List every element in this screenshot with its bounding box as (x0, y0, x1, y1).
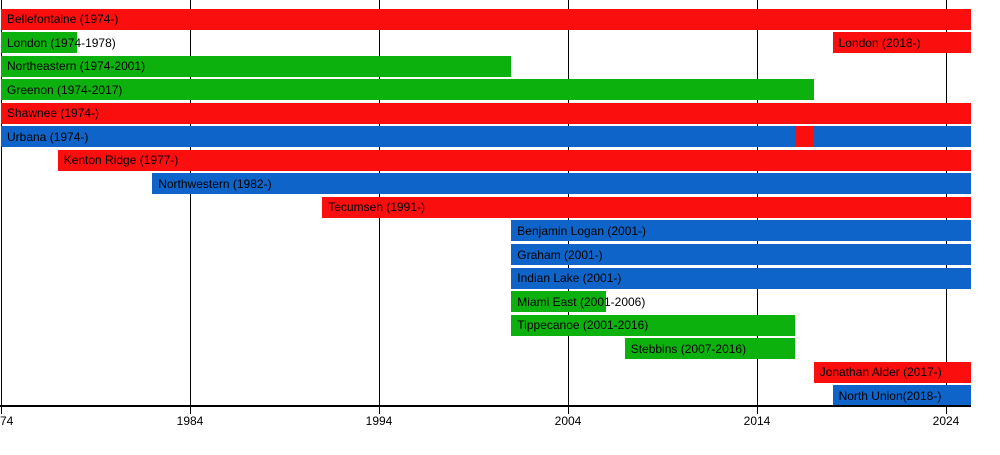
bar-label: London (1974-1978) (7, 35, 116, 50)
timeline-bar (832, 385, 971, 407)
timeline-bar (813, 361, 971, 383)
timeline-bar (57, 149, 971, 171)
bar-label: Tippecanoe (2001-2016) (517, 318, 649, 333)
tick-mark-2024 (946, 407, 947, 414)
bar-label: Graham (2001-) (517, 247, 603, 262)
bar-label: Shawnee (1974-) (7, 106, 100, 121)
bar-label: North Union(2018-) (838, 388, 942, 403)
tick-mark-2004 (568, 407, 569, 414)
bar-label: Miami East (2001-2006) (517, 294, 646, 309)
bar-label: Benjamin Logan (2001-) (517, 223, 647, 238)
timeline-bar (1, 126, 795, 148)
tick-mark-1974 (1, 407, 2, 414)
x-axis-line (0, 405, 971, 407)
timeline-bar (624, 338, 795, 360)
bar-label: Stebbins (2007-2016) (630, 341, 747, 356)
timeline-bar (152, 173, 971, 195)
bar-label: Jonathan Alder (2017-) (819, 365, 942, 380)
tick-mark-1984 (190, 407, 191, 414)
gridline-1984 (190, 0, 191, 406)
bar-label: Bellefontaine (1974-) (7, 12, 119, 26)
timeline-bar (1, 79, 814, 101)
bar-label: Urbana (1974-) (7, 129, 89, 144)
tick-label-1974: 74 (0, 414, 14, 428)
bar-label: Greenon (1974-2017) (7, 82, 123, 97)
tick-label-2024: 2024 (932, 414, 960, 428)
timeline-bar (511, 314, 795, 336)
tick-label-1984: 1984 (176, 414, 204, 428)
timeline-bar (794, 126, 814, 148)
bar-label: London (2018-) (838, 35, 921, 50)
timeline-bar (511, 220, 971, 242)
timeline-bar (1, 32, 77, 54)
timeline-bar (1, 102, 971, 124)
bar-label: Tecumseh (1991-) (328, 200, 426, 215)
tick-mark-2014 (757, 407, 758, 414)
timeline-bar (1, 55, 512, 77)
gridline-1974 (1, 0, 2, 406)
timeline-bar (511, 267, 971, 289)
timeline-bar (1, 8, 971, 30)
timeline-bar (832, 32, 971, 54)
bar-label: Indian Lake (2001-) (517, 271, 622, 286)
timeline-bar (511, 291, 606, 313)
timeline-bar (813, 126, 971, 148)
tick-label-2014: 2014 (743, 414, 771, 428)
bar-label: Northeastern (1974-2001) (7, 59, 146, 74)
tick-label-2004: 2004 (554, 414, 582, 428)
bar-label: Kenton Ridge (1977-) (63, 153, 179, 168)
timeline-bar (322, 196, 971, 218)
timeline-bar (511, 244, 971, 265)
bar-label: Northwestern (1982-) (158, 176, 272, 191)
tick-mark-1994 (379, 407, 380, 414)
tick-label-1994: 1994 (365, 414, 393, 428)
